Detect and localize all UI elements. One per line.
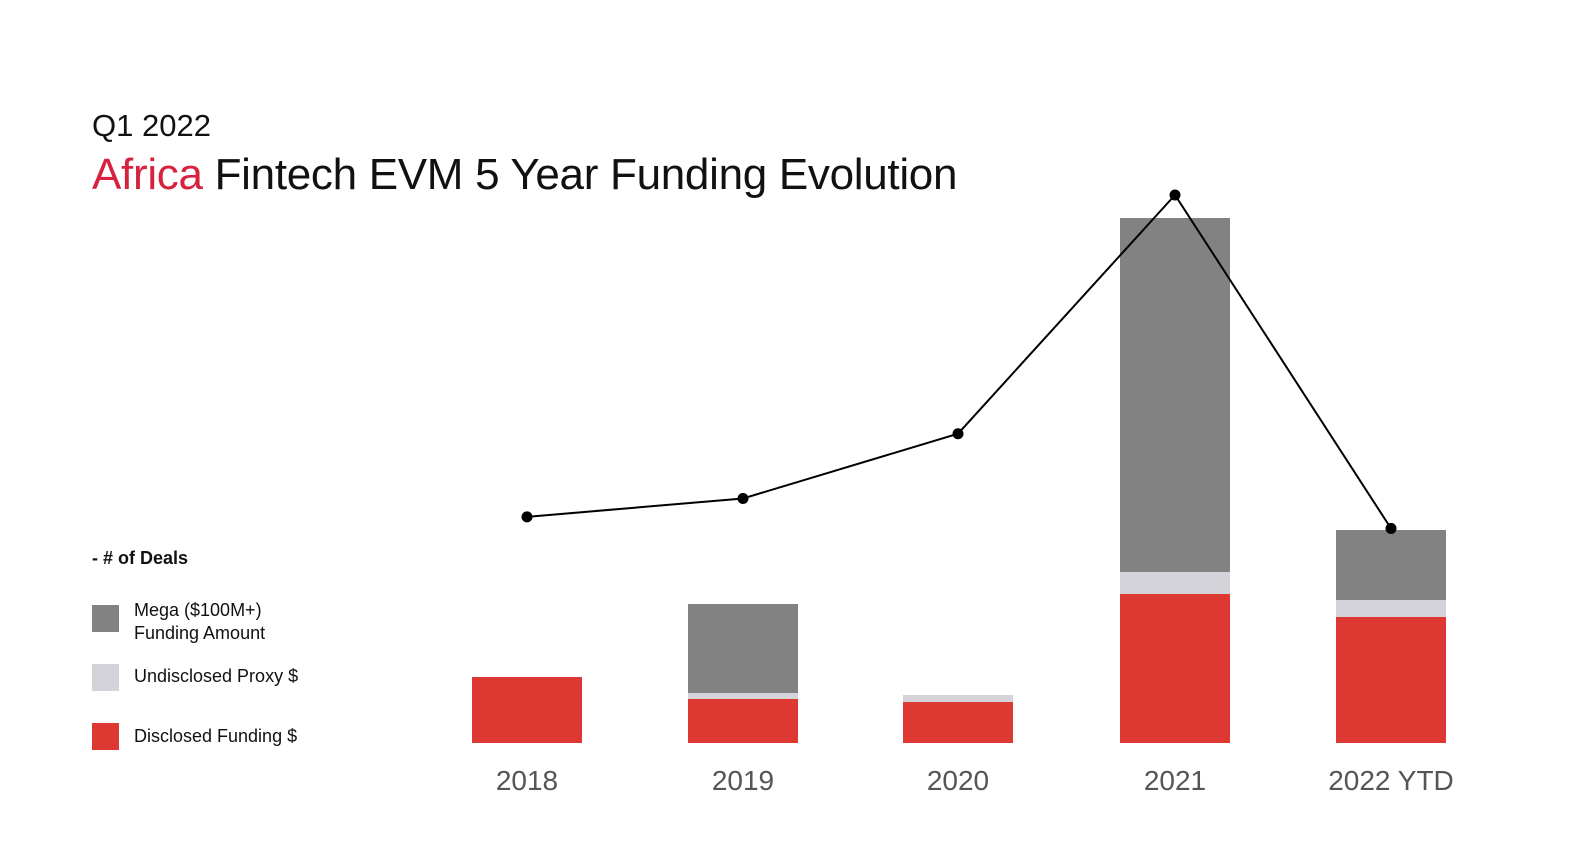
legend-swatch-undisclosed: [92, 664, 119, 691]
deals-point-4: [1385, 522, 1397, 534]
legend: - # of Deals Mega ($100M+) Funding Amoun…: [92, 548, 392, 768]
legend-label-undisclosed: Undisclosed Proxy $: [134, 666, 299, 686]
x-tick-label-3: 2021: [1144, 765, 1206, 796]
title-accent-word: Africa: [92, 150, 203, 199]
deals-point-1: [737, 492, 749, 504]
legend-swatch-disclosed: [92, 723, 119, 750]
x-tick-label-0: 2018: [496, 765, 558, 796]
x-tick-label-1: 2019: [712, 765, 774, 796]
deals-point-0: [521, 511, 533, 523]
deals-point-2: [952, 428, 964, 440]
bar-undisclosed-4: [1336, 600, 1446, 617]
chart-subtitle: Q1 2022: [92, 108, 211, 143]
x-tick-label-4: 2022 YTD: [1328, 765, 1454, 796]
x-axis-ticks: 2018 2019 2020 2021 2022 YTD: [496, 765, 1454, 796]
chart-title: Africa Fintech EVM 5 Year Funding Evolut…: [92, 150, 957, 200]
legend-label-mega: Mega ($100M+) Funding Amount: [134, 599, 265, 645]
x-tick-label-2: 2020: [927, 765, 989, 796]
bars-group: [472, 218, 1446, 743]
bar-undisclosed-2: [903, 695, 1013, 702]
bar-disclosed-2: [903, 702, 1013, 743]
legend-deals-label: - # of Deals: [92, 548, 189, 568]
legend-label-mega-line2: Funding Amount: [134, 623, 266, 643]
bar-mega-4: [1336, 530, 1446, 600]
bar-disclosed-0: [472, 677, 582, 743]
legend-swatch-mega: [92, 605, 119, 632]
bar-disclosed-1: [688, 699, 798, 743]
deals-line-group: [521, 189, 1397, 534]
title-text: Fintech EVM 5 Year Funding Evolution: [202, 150, 958, 199]
legend-label-mega-line1: Mega ($100M+): [134, 600, 262, 620]
deals-point-3: [1169, 189, 1181, 201]
deals-line: [526, 193, 1392, 529]
bar-disclosed-3: [1120, 594, 1230, 743]
legend-label-disclosed: Disclosed Funding $: [134, 726, 298, 746]
bar-disclosed-4: [1336, 617, 1446, 743]
bar-mega-1: [688, 604, 798, 693]
bar-mega-3: [1120, 218, 1230, 572]
bar-undisclosed-3: [1120, 572, 1230, 594]
bar-undisclosed-1: [688, 693, 798, 699]
